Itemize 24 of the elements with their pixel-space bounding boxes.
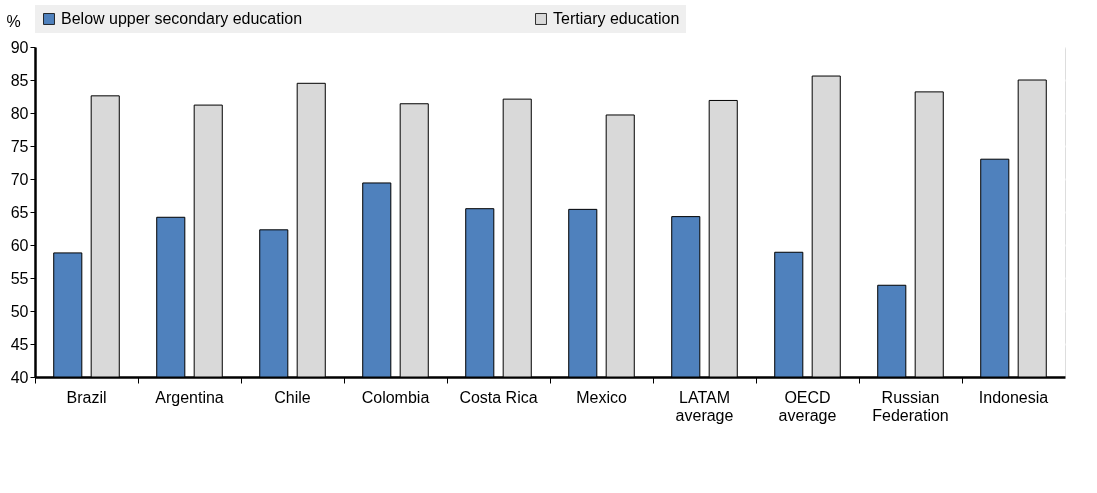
x-tick-label: Russian Federation xyxy=(872,388,949,424)
y-tick-label: 80 xyxy=(10,104,29,122)
y-tick-label: 90 xyxy=(10,38,29,56)
x-tick-label: Indonesia xyxy=(978,388,1049,406)
legend-label: Below upper secondary education xyxy=(61,10,303,27)
y-tick-label: 55 xyxy=(10,269,29,287)
y-tick-label: 85 xyxy=(10,71,29,89)
y-tick-label: 40 xyxy=(10,368,29,386)
x-tick-label: Brazil xyxy=(66,388,107,406)
y-tick-label: 60 xyxy=(10,236,29,254)
y-tick-label: 45 xyxy=(10,335,29,353)
x-tick-label: Colombia xyxy=(361,388,430,406)
legend-label: Tertiary education xyxy=(553,10,680,27)
y-axis-title: % xyxy=(6,12,21,30)
x-tick-label: OECD average xyxy=(778,388,837,424)
x-tick-label: Chile xyxy=(274,388,311,406)
x-tick-label: Costa Rica xyxy=(459,388,538,406)
x-tick-label: Mexico xyxy=(576,388,627,406)
y-tick-label: 70 xyxy=(10,170,29,188)
y-tick-label: 50 xyxy=(10,302,29,320)
y-tick-label: 75 xyxy=(10,137,29,155)
y-tick-label: 65 xyxy=(10,203,29,221)
x-tick-label: LATAM average xyxy=(675,388,734,424)
x-tick-label: Argentina xyxy=(155,388,224,406)
